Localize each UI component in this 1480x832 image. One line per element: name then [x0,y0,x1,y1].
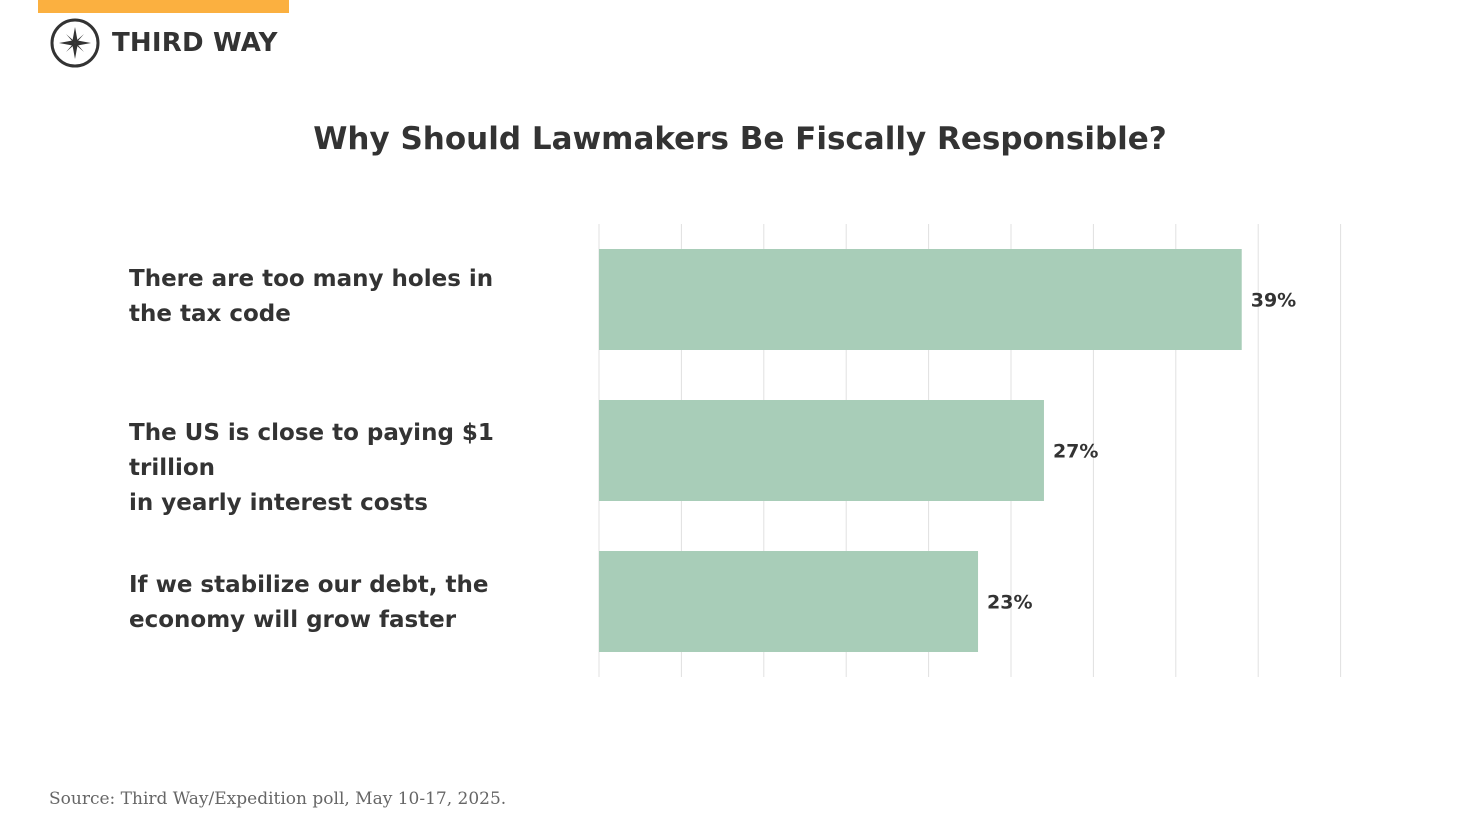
value-label-1: 27% [1053,441,1098,463]
category-label-0: There are too many holes in the tax code [129,266,494,327]
bar-0 [599,249,1242,350]
chart-title: Why Should Lawmakers Be Fiscally Respons… [313,121,1167,157]
value-label-2: 23% [987,592,1032,614]
bar-1 [599,400,1044,501]
category-label-1: The US is close to paying $1 trillion in… [129,420,494,516]
brand-name: THIRD WAY [112,28,278,58]
bars [599,249,1242,652]
source-note: Source: Third Way/Expedition poll, May 1… [49,789,507,809]
value-label-0: 39% [1251,290,1296,312]
value-labels: 39% 27% 23% [987,290,1296,614]
compass-star-icon [50,18,100,68]
accent-bar [38,0,289,13]
category-label-2: If we stabilize our debt, the economy wi… [129,572,489,633]
bar-2 [599,551,979,652]
brand-logo: THIRD WAY [50,18,278,68]
